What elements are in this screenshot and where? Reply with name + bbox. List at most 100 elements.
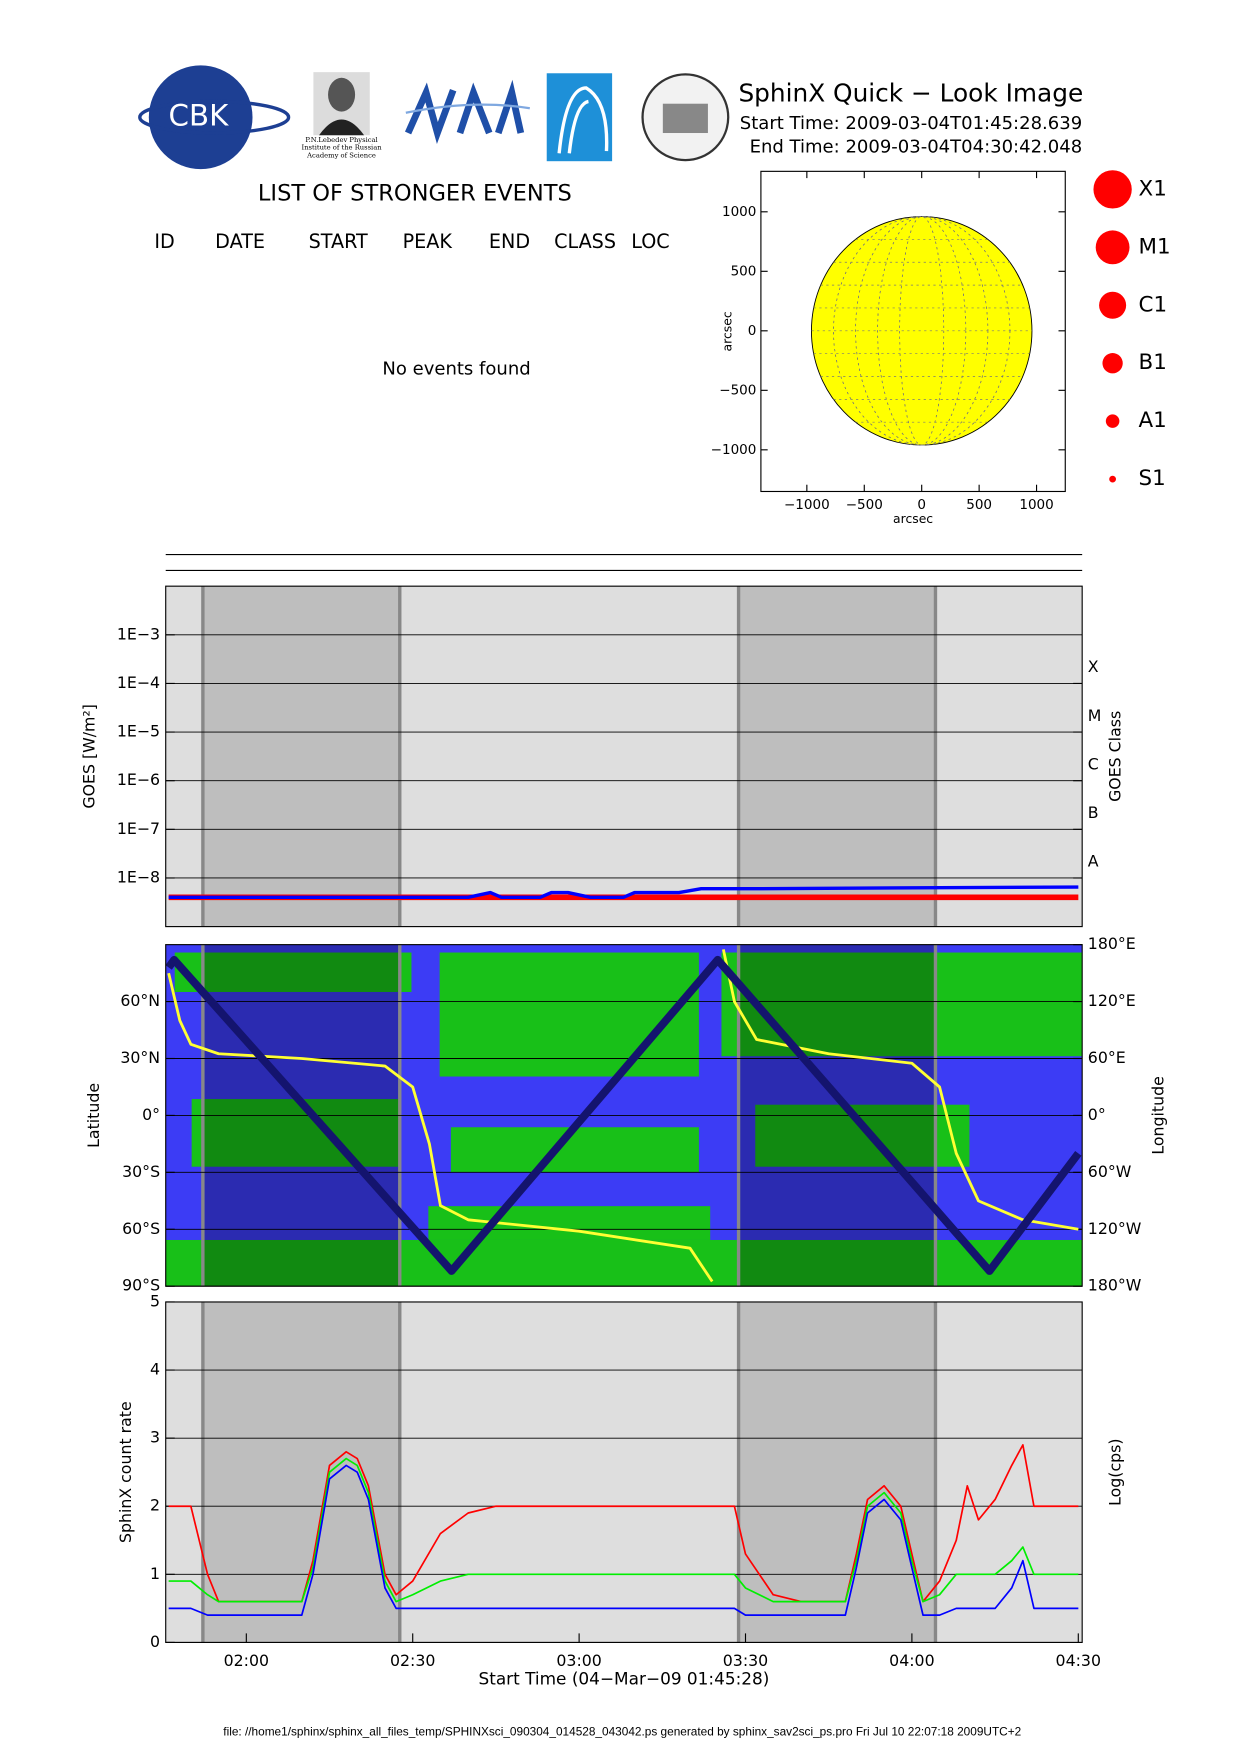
y2-tick-label: 0° — [1088, 1105, 1106, 1124]
events-column: START — [309, 230, 368, 253]
size-legend-marker — [1109, 475, 1116, 483]
y2-tick-label: 120°E — [1088, 991, 1136, 1010]
y2-axis-label: Log(cps) — [1105, 1439, 1124, 1506]
y-tick-label: 30°S — [122, 1162, 160, 1181]
events-column: ID — [154, 230, 174, 253]
y-tick-label: 4 — [150, 1360, 160, 1379]
y-axis-label: arcsec — [720, 311, 735, 351]
x-tick-label: 03:30 — [723, 1651, 768, 1670]
institute-caption: Institute of the Russian — [302, 144, 383, 152]
y-tick-label: 1E−4 — [117, 673, 160, 692]
y2-tick-label: 120°W — [1088, 1219, 1142, 1238]
x-tick-label: 1000 — [1019, 497, 1053, 513]
x-axis-label: arcsec — [893, 511, 933, 526]
size-legend-marker — [1099, 291, 1127, 319]
footer: file: //home1/sphinx/sphinx_all_files_te… — [223, 1725, 1021, 1739]
x-axis-label: Start Time (04−Mar−09 01:45:28) — [478, 1669, 769, 1689]
y-axis-label: SphinX count rate — [116, 1401, 135, 1543]
y-tick-label: 1 — [150, 1564, 160, 1583]
x-tick-label: 500 — [966, 497, 992, 513]
portrait-head — [328, 77, 356, 112]
events-message: No events found — [382, 359, 530, 380]
x-tick-label: −1000 — [784, 497, 830, 513]
panel-frame — [165, 585, 1083, 928]
y2-tick-label: C — [1088, 754, 1099, 773]
size-legend-label: X1 — [1139, 176, 1167, 201]
x-tick-label: 02:00 — [224, 1651, 269, 1670]
size-legend-marker — [1093, 170, 1132, 209]
events-column: LOC — [631, 230, 669, 253]
end-time: End Time: 2009-03-04T04:30:42.048 — [750, 137, 1083, 158]
cbk-ring — [138, 99, 291, 135]
disk-frame — [760, 170, 1066, 493]
cbk-logo — [148, 65, 253, 170]
institute-caption: P.N.Lebedev Physical — [305, 136, 377, 144]
counts-background — [165, 1301, 1083, 1643]
y2-tick-label: M — [1088, 706, 1102, 725]
series-line — [165, 955, 1082, 1275]
x-tick-label: 02:30 — [390, 1651, 435, 1670]
portrait-body — [319, 119, 365, 136]
size-legend-label: S1 — [1139, 466, 1166, 491]
x-tick-label: 04:30 — [1056, 1651, 1101, 1670]
logos: CBK P.N.Lebedev Physical Institute of th… — [138, 65, 730, 170]
y2-tick-label: 60°E — [1088, 1048, 1126, 1067]
size-legend-label: B1 — [1139, 350, 1167, 375]
y-tick-label: 1E−3 — [117, 624, 160, 643]
blue-logo — [546, 73, 613, 162]
y2-axis-label: GOES Class — [1105, 711, 1124, 802]
events-title: LIST OF STRONGER EVENTS — [258, 180, 572, 206]
series-line — [168, 1464, 1079, 1616]
y-axis-label: GOES [W/m²] — [80, 704, 99, 808]
x-tick-label: 04:00 — [889, 1651, 934, 1670]
y-tick-label: 1E−7 — [117, 819, 160, 838]
y-tick-label: 30°N — [120, 1048, 160, 1067]
cbk-text: CBK — [169, 99, 230, 133]
mian-swoosh — [405, 103, 530, 114]
y-tick-label: 60°S — [122, 1219, 160, 1238]
events-column: END — [489, 230, 530, 253]
x-tick-label: 03:00 — [556, 1651, 601, 1670]
shaded-region — [738, 586, 936, 927]
panel-frame — [165, 944, 1083, 1287]
map-patch — [721, 952, 1083, 1057]
y-tick-label: 5 — [150, 1291, 160, 1310]
series-line — [168, 1457, 1079, 1603]
y2-tick-label: A — [1088, 852, 1099, 871]
y-tick-label: 0° — [142, 1105, 160, 1124]
shaded-region — [202, 1301, 400, 1643]
seal-building — [662, 103, 708, 134]
panel-frame — [165, 1301, 1083, 1643]
events-column: CLASS — [554, 230, 616, 253]
start-time: Start Time: 2009-03-04T01:45:28.639 — [740, 113, 1082, 134]
size-legend-marker — [1102, 353, 1123, 374]
y-tick-label: 2 — [150, 1496, 160, 1515]
y-tick-label: 1E−8 — [117, 867, 160, 886]
y-axis-label: Latitude — [84, 1083, 103, 1148]
mian-logo — [404, 79, 525, 145]
y-tick-label: −500 — [719, 382, 756, 398]
map-patch — [165, 1239, 1083, 1287]
y2-tick-label: 180°E — [1088, 934, 1136, 953]
size-legend-marker — [1105, 414, 1120, 428]
goes-background — [165, 586, 1083, 927]
shaded-region — [738, 1301, 936, 1643]
x-tick-label: 0 — [917, 497, 926, 513]
y-tick-label: 500 — [731, 263, 757, 279]
y-tick-label: 0 — [748, 323, 757, 339]
x-tick-label: −500 — [846, 497, 883, 513]
y-tick-label: 0 — [150, 1632, 160, 1651]
map-patch — [439, 952, 699, 1077]
y-tick-label: 3 — [150, 1428, 160, 1447]
series-line — [168, 885, 1079, 899]
events-column: PEAK — [403, 230, 453, 253]
y-tick-label: 60°N — [120, 991, 160, 1010]
size-legend-label: M1 — [1139, 234, 1171, 259]
header-title: SphinX Quick − Look Image — [738, 79, 1083, 108]
series-line — [168, 1444, 1079, 1603]
y2-tick-label: 60°W — [1088, 1162, 1132, 1181]
y2-tick-label: X — [1088, 657, 1099, 676]
y2-axis-label: Longitude — [1148, 1076, 1167, 1154]
